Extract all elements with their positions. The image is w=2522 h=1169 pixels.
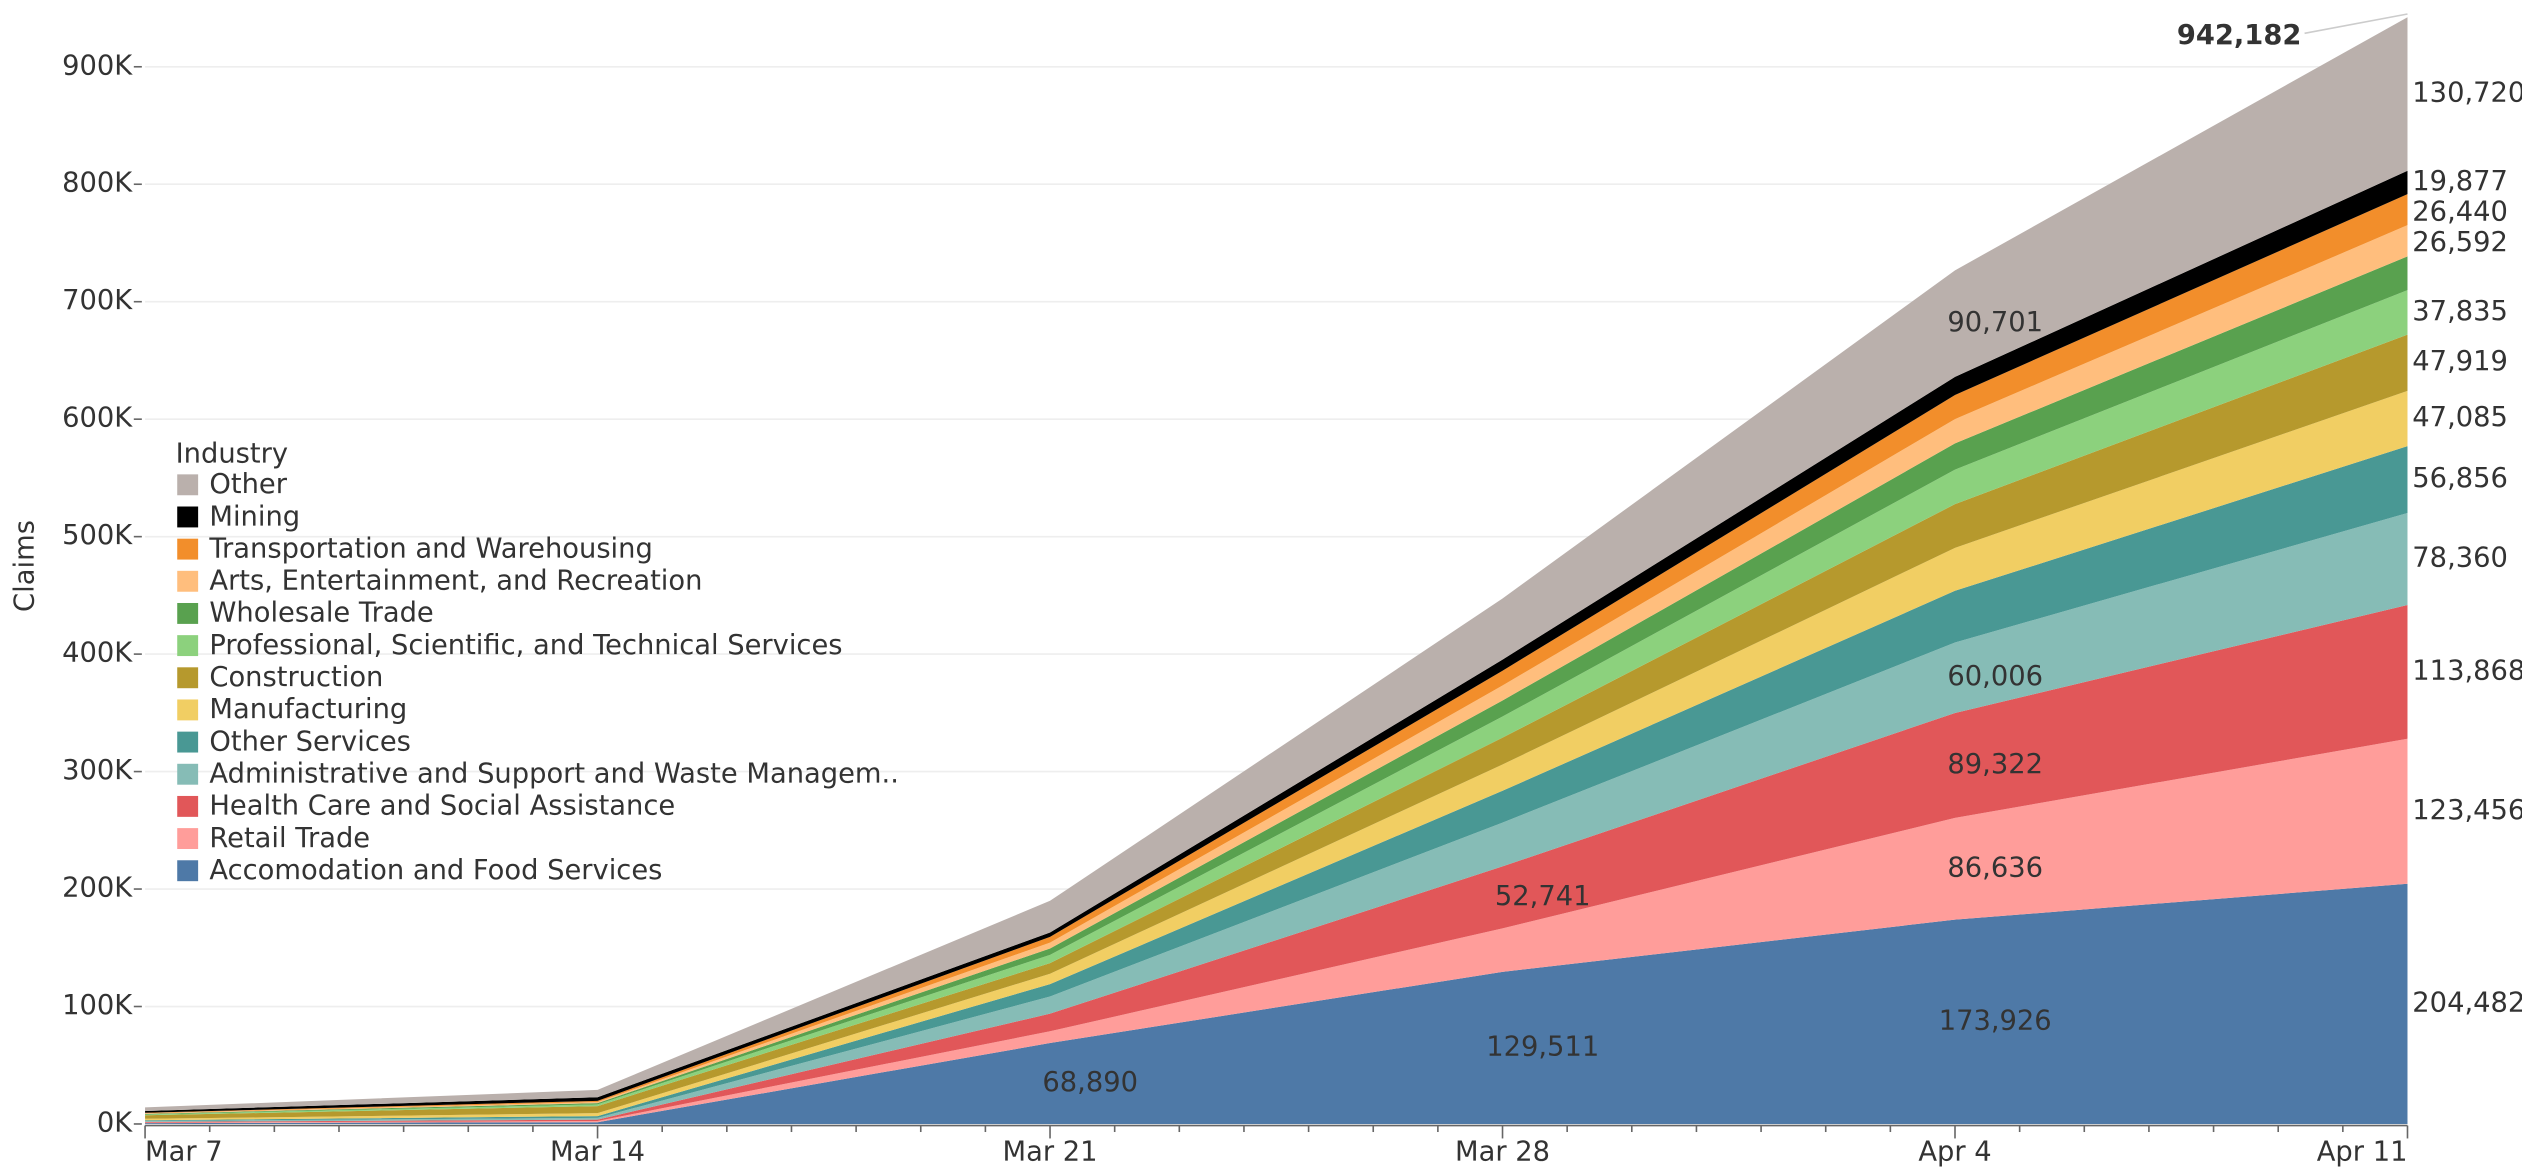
y-tick-label: 900K bbox=[62, 50, 133, 81]
y-axis-label: Claims bbox=[10, 520, 41, 612]
areas bbox=[145, 17, 2408, 1124]
x-tick-label: Mar 14 bbox=[550, 1136, 645, 1167]
data-label: 89,322 bbox=[1947, 749, 2043, 780]
legend-swatch bbox=[177, 860, 199, 882]
data-label: 47,919 bbox=[2412, 346, 2508, 377]
y-tick-label: 0K bbox=[97, 1107, 133, 1138]
grid: 0K 100K 200K 300K 400K 500K 600K 700K 800K 900K Ma… bbox=[62, 50, 2409, 1167]
data-label: 78,360 bbox=[2412, 542, 2508, 573]
total-leader bbox=[2304, 13, 2408, 35]
legend-label: Mining bbox=[209, 501, 300, 532]
data-label: 19,877 bbox=[2412, 166, 2508, 197]
data-label: 90,701 bbox=[1947, 307, 2043, 338]
x-tick-label: Mar 21 bbox=[1003, 1136, 1098, 1167]
x-tick-label: Mar 28 bbox=[1455, 1136, 1550, 1167]
data-label: 26,592 bbox=[2412, 227, 2508, 258]
legend-swatch bbox=[177, 570, 199, 592]
legend-label: Other Services bbox=[209, 726, 411, 757]
data-label: 47,085 bbox=[2412, 402, 2508, 433]
legend-label: Accomodation and Food Services bbox=[209, 855, 662, 886]
legend-swatch bbox=[177, 506, 199, 528]
y-tick-label: 400K bbox=[62, 638, 133, 669]
legend-swatch bbox=[177, 763, 199, 785]
data-label: 204,482 bbox=[2412, 987, 2522, 1018]
data-label: 68,890 bbox=[1042, 1067, 1138, 1098]
legend-swatch bbox=[177, 667, 199, 689]
y-tick-label: 600K bbox=[62, 403, 133, 434]
data-label: 113,868 bbox=[2412, 655, 2522, 686]
legend-swatch bbox=[177, 538, 199, 560]
legend-swatch bbox=[177, 602, 199, 624]
legend-label: Professional, Scientific, and Technical … bbox=[209, 630, 842, 661]
data-label: 26,440 bbox=[2412, 197, 2508, 228]
legend-swatch bbox=[177, 635, 199, 657]
data-label: 52,741 bbox=[1495, 881, 1591, 912]
y-tick-label: 100K bbox=[62, 990, 133, 1021]
x-tick-label: Apr 4 bbox=[1918, 1136, 1991, 1167]
total-label: 942,182 bbox=[2177, 20, 2301, 51]
data-label: 60,006 bbox=[1947, 661, 2043, 692]
data-label: 173,926 bbox=[1939, 1005, 2052, 1036]
legend-label: Construction bbox=[209, 662, 383, 693]
data-label: 130,720 bbox=[2412, 77, 2522, 108]
legend-swatch bbox=[177, 795, 199, 817]
legend-swatch bbox=[177, 828, 199, 850]
x-tick-label: Mar 7 bbox=[145, 1136, 223, 1167]
y-tick-label: 800K bbox=[62, 168, 133, 199]
legend-label: Wholesale Trade bbox=[209, 598, 433, 629]
legend-label: Transportation and Warehousing bbox=[208, 533, 652, 564]
legend-swatch bbox=[177, 699, 199, 721]
x-tick-label: Apr 11 bbox=[2317, 1136, 2408, 1167]
legend-label: Retail Trade bbox=[209, 823, 370, 854]
data-label: 129,511 bbox=[1486, 1031, 1599, 1062]
y-tick-label: 500K bbox=[62, 520, 133, 551]
legend-title: Industry bbox=[176, 439, 288, 470]
legend-label: Manufacturing bbox=[209, 694, 407, 725]
labels: 68,890 129,511 173,926 86,636 52,741 89,322 60… bbox=[1042, 13, 2522, 1098]
data-label: 123,456 bbox=[2412, 795, 2522, 826]
legend-label: Other bbox=[209, 469, 287, 500]
data-label: 56,856 bbox=[2412, 463, 2508, 494]
data-label: 86,636 bbox=[1947, 852, 2043, 883]
legend-swatch bbox=[177, 731, 199, 753]
legend-label: Administrative and Support and Waste Man… bbox=[209, 759, 899, 790]
legend-swatch bbox=[177, 474, 199, 496]
legend-label: Health Care and Social Assistance bbox=[209, 791, 675, 822]
legend-label: Arts, Entertainment, and Recreation bbox=[209, 566, 702, 597]
y-tick-label: 300K bbox=[62, 755, 133, 786]
area bbox=[145, 883, 2408, 1124]
y-tick-label: 700K bbox=[62, 285, 133, 316]
data-label: 37,835 bbox=[2412, 296, 2508, 327]
y-tick-label: 200K bbox=[62, 873, 133, 904]
